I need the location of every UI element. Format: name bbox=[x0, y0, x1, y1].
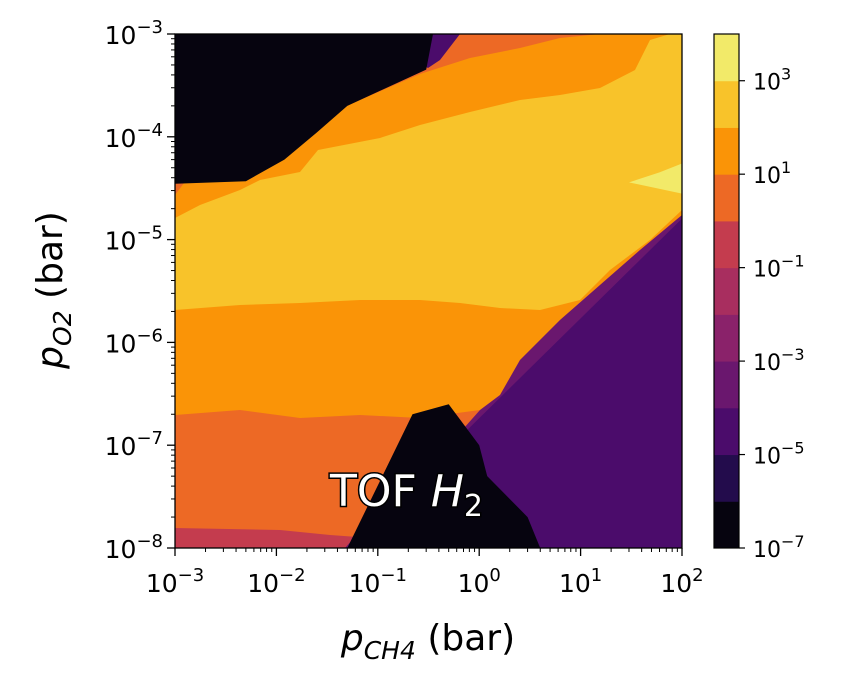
annotation-italic: H bbox=[431, 466, 464, 517]
y-tick-label-exp: −4 bbox=[136, 120, 163, 141]
colorbar-level-1 bbox=[714, 454, 739, 502]
y-tick-label-base: 10 bbox=[105, 329, 137, 358]
colorbar-tick-label-base: 10 bbox=[753, 445, 781, 470]
y-tick-label-base: 10 bbox=[105, 535, 137, 564]
x-axis-ticks: 10−3 10−2 10−1 100 101 102 bbox=[146, 548, 704, 598]
colorbar-tick-label: 10−1 bbox=[753, 252, 805, 283]
contour-band-1e2-1e3 bbox=[175, 34, 682, 310]
y-tick-label-exp: −3 bbox=[136, 17, 163, 38]
colorbar-tick-label-exp: −7 bbox=[781, 532, 805, 551]
y-tick-label-exp: −8 bbox=[136, 531, 163, 552]
y-tick-label-base: 10 bbox=[105, 432, 137, 461]
x-tick-label: 10−2 bbox=[247, 565, 305, 598]
y-tick-label-base: 10 bbox=[105, 124, 137, 153]
y-axis-label-sub: O2 bbox=[48, 310, 77, 346]
y-axis-label-italic: p bbox=[30, 346, 71, 370]
colorbar-level-0 bbox=[714, 501, 739, 549]
y-tick-label-exp: −5 bbox=[136, 223, 163, 244]
x-tick-label-base: 10 bbox=[146, 569, 178, 598]
x-axis-label-rest: (bar) bbox=[416, 618, 515, 659]
colorbar bbox=[714, 34, 739, 549]
colorbar-level-8 bbox=[714, 127, 739, 175]
y-tick-label-base: 10 bbox=[105, 227, 137, 256]
contour-region-high-tof-pocket bbox=[629, 163, 682, 194]
x-tick-label: 100 bbox=[458, 565, 501, 598]
y-axis-ticks: 10−810−710−610−510−410−3 bbox=[105, 17, 175, 564]
y-tick-label-exp: −6 bbox=[136, 325, 163, 346]
x-tick-label-base: 10 bbox=[660, 569, 692, 598]
x-tick-label: 10−3 bbox=[146, 565, 204, 598]
x-tick-label-exp: −2 bbox=[279, 565, 306, 586]
y-tick-label-base: 10 bbox=[105, 21, 137, 50]
y-tick-label: 10−3 bbox=[105, 17, 163, 50]
colorbar-tick-label: 10−3 bbox=[753, 345, 805, 376]
colorbar-level-4 bbox=[714, 314, 739, 362]
x-tick-label-exp: 1 bbox=[591, 565, 602, 586]
colorbar-frame bbox=[713, 33, 740, 549]
y-tick-label: 10−6 bbox=[105, 325, 163, 358]
x-tick-label-base: 10 bbox=[559, 569, 591, 598]
x-tick-label-exp: −3 bbox=[178, 565, 205, 586]
x-tick-label-base: 10 bbox=[247, 569, 279, 598]
y-tick-label: 10−4 bbox=[105, 120, 163, 153]
colorbar-tick-label-exp: −1 bbox=[781, 252, 805, 271]
colorbar-tick-label-base: 10 bbox=[753, 164, 781, 189]
colorbar-level-2 bbox=[714, 407, 739, 456]
y-tick-label: 10−7 bbox=[105, 428, 163, 461]
x-axis-label: pCH4 (bar) bbox=[340, 618, 515, 665]
colorbar-tick-label-exp: 1 bbox=[781, 158, 791, 177]
y-axis-label-rest: (bar) bbox=[30, 211, 71, 310]
colorbar-level-10 bbox=[714, 34, 739, 82]
colorbar-tick-label-base: 10 bbox=[753, 71, 781, 96]
colorbar-tick-label-exp: −3 bbox=[781, 345, 805, 364]
y-axis-label: pO2 (bar) bbox=[30, 211, 77, 370]
contour-region-lower-right-black-pocket bbox=[347, 404, 541, 548]
colorbar-tick-label: 101 bbox=[753, 158, 791, 189]
colorbar-level-7 bbox=[714, 174, 739, 222]
colorbar-level-6 bbox=[714, 220, 739, 269]
x-axis-label-sub: CH4 bbox=[364, 636, 416, 665]
x-axis-label-italic: p bbox=[340, 618, 364, 659]
colorbar-tick-label-base: 10 bbox=[753, 538, 781, 563]
x-tick-label: 10−1 bbox=[349, 565, 407, 598]
x-tick-label-exp: 0 bbox=[489, 565, 500, 586]
colorbar-tick-label: 103 bbox=[753, 65, 791, 96]
x-tick-label-exp: −1 bbox=[380, 565, 407, 586]
colorbar-tick-label-base: 10 bbox=[753, 351, 781, 376]
colorbar-level-5 bbox=[714, 267, 739, 315]
y-tick-label: 10−8 bbox=[105, 531, 163, 564]
x-tick-label-exp: 2 bbox=[692, 565, 703, 586]
colorbar-tick-label: 10−7 bbox=[753, 532, 805, 563]
y-tick-label: 10−5 bbox=[105, 223, 163, 256]
colorbar-tick-label-exp: −5 bbox=[781, 439, 805, 458]
x-tick-label: 102 bbox=[660, 565, 703, 598]
contour-region-lower-right-purple-region bbox=[347, 218, 682, 548]
chart-annotation: TOF H2 bbox=[329, 466, 483, 524]
x-tick-label-base: 10 bbox=[458, 569, 490, 598]
contour-region-upper-left-zero-region bbox=[175, 34, 433, 184]
annotation-sub: 2 bbox=[464, 489, 483, 524]
colorbar-level-9 bbox=[714, 80, 739, 128]
x-tick-label-base: 10 bbox=[349, 569, 381, 598]
x-tick-label: 101 bbox=[559, 565, 602, 598]
colorbar-tick-label: 10−5 bbox=[753, 439, 805, 470]
colorbar-level-3 bbox=[714, 361, 739, 409]
colorbar-tick-label-base: 10 bbox=[753, 258, 781, 283]
contour-region-group bbox=[175, 34, 682, 548]
colorbar-tick-label-exp: 3 bbox=[781, 65, 791, 84]
annotation-base: TOF bbox=[329, 466, 431, 517]
y-tick-label-exp: −7 bbox=[136, 428, 163, 449]
plot-frame bbox=[174, 33, 683, 549]
